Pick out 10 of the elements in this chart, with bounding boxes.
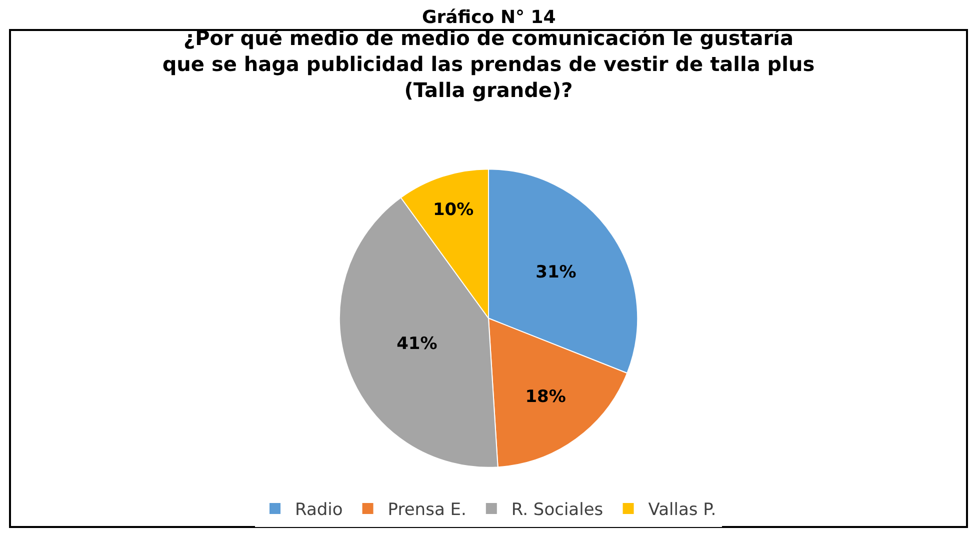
data-label: 18%: [525, 386, 566, 407]
data-label: 41%: [396, 334, 438, 354]
chart-title: ¿Por qué medio de medio de comunicación le gustaría que se haga publicidad las prendas de vestir de talla plus (Talla grande)?: [162, 26, 815, 102]
data-label: 10%: [432, 200, 474, 220]
text: Gráfico N° 14: [422, 7, 556, 28]
legend-label: Vallas P.: [648, 500, 716, 520]
legend-label: R. Sociales: [511, 500, 604, 520]
legend-label: Radio: [295, 500, 343, 520]
data-label: 31%: [536, 262, 576, 282]
legend-label: Prensa E.: [388, 500, 466, 520]
